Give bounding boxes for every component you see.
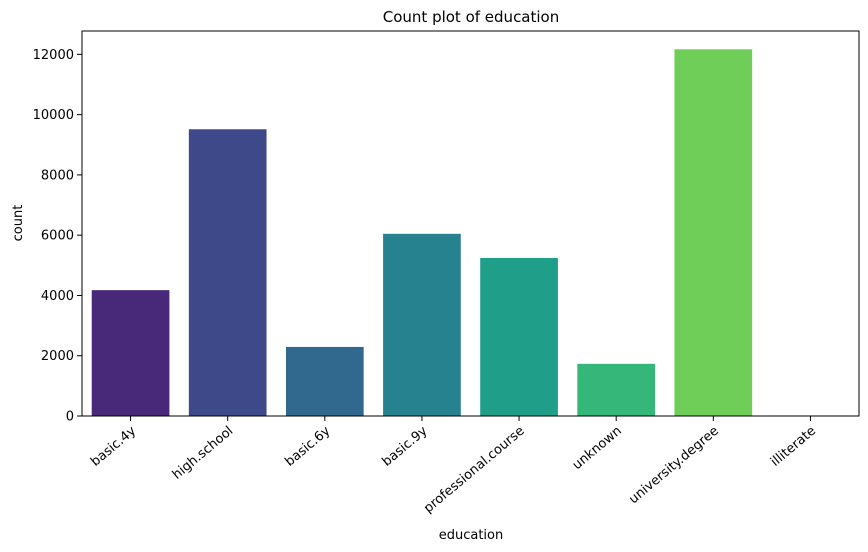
bar-basic-6y — [285, 346, 364, 416]
x-tick-label: professional.course — [421, 424, 527, 517]
bar-university-degree — [674, 49, 753, 416]
bar-basic-4y — [91, 290, 170, 416]
y-tick-label: 0 — [66, 410, 74, 425]
plot-frame — [81, 30, 860, 417]
y-tick-label: 8000 — [41, 168, 74, 183]
bar-high-school — [188, 129, 267, 416]
y-tick-label: 6000 — [41, 229, 74, 244]
y-tick-label: 12000 — [33, 48, 74, 63]
y-axis-label: count — [11, 205, 26, 242]
x-tick-label: basic.4y — [88, 423, 139, 469]
x-tick-label: unknown — [570, 424, 625, 473]
x-axis-label: education — [439, 528, 504, 543]
y-axis-ticks: 0 2000 4000 6000 8000 10000 12000 — [33, 48, 82, 425]
x-tick-label: high.school — [170, 424, 236, 483]
x-tick-label: university.degree — [626, 424, 722, 508]
y-tick-label: 10000 — [33, 108, 74, 123]
y-tick-label: 2000 — [41, 349, 74, 364]
bar-unknown — [577, 363, 656, 416]
chart-title: Count plot of education — [383, 8, 559, 26]
bars-group — [91, 49, 850, 416]
x-axis-ticks: basic.4y high.school basic.6y basic.9yprofe… — [88, 416, 819, 516]
bar-professional-course — [480, 257, 558, 416]
x-tick-label: illiterate — [768, 424, 819, 470]
bar-basic-9y — [383, 233, 461, 416]
x-tick-label: basic.9y — [380, 423, 431, 469]
x-tick-label: basic.6y — [282, 423, 333, 469]
y-tick-label: 4000 — [41, 289, 74, 304]
